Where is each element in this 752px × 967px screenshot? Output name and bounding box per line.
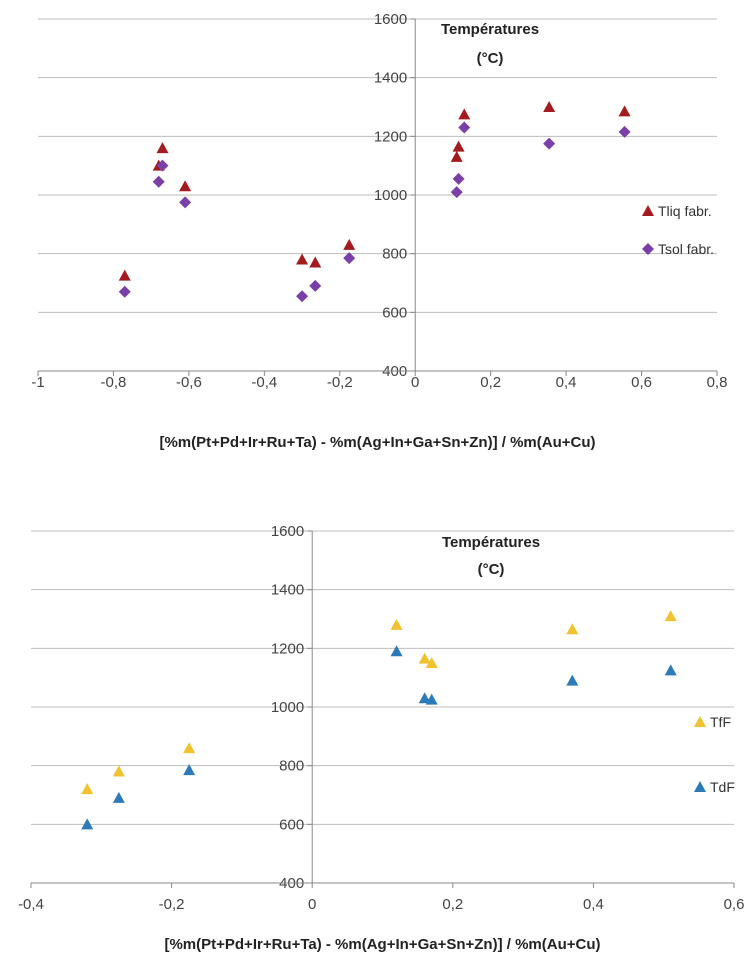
data-point-tsol-fabr: [156, 159, 169, 172]
legend-label: Tliq fabr.: [658, 203, 712, 219]
x-tick-label: -0,2: [327, 374, 353, 391]
data-point-tff: [664, 610, 677, 622]
data-point-tff: [390, 618, 403, 630]
data-point-tff: [566, 623, 579, 635]
data-point-tsol-fabr: [452, 172, 465, 185]
data-point-tff: [183, 742, 196, 754]
data-point-tsol-fabr: [152, 175, 165, 188]
data-point-tsol-fabr: [450, 186, 463, 199]
data-point-tliq-fabr: [543, 101, 556, 112]
annotation-line-2: (°C): [478, 561, 505, 578]
data-point-tff: [112, 765, 125, 777]
y-tick-label: 1200: [271, 640, 304, 657]
x-tick-label: 0: [411, 374, 419, 391]
y-tick-label: 800: [382, 246, 407, 263]
data-point-tff: [81, 783, 94, 795]
data-point-tsol-fabr: [296, 290, 309, 303]
y-tick-label: 600: [382, 304, 407, 321]
data-point-tdf: [566, 674, 579, 686]
data-point-tsol-fabr: [543, 137, 556, 150]
data-point-tff: [418, 652, 431, 664]
legend-marker: [694, 781, 706, 792]
x-tick-label: -0,6: [176, 374, 202, 391]
legend-label: TdF: [710, 779, 735, 795]
y-tick-label: 1400: [271, 582, 304, 599]
x-tick-label: 0,2: [480, 374, 501, 391]
legend-marker: [642, 205, 654, 216]
legend-marker: [694, 716, 706, 727]
x-tick-label: 0,8: [707, 374, 728, 391]
annotation-line-1: Températures: [442, 534, 540, 551]
x-tick-label: -1: [31, 374, 44, 391]
x-tick-label: 0,6: [631, 374, 652, 391]
y-tick-label: 1000: [374, 187, 407, 204]
x-tick-label: 0,6: [724, 896, 745, 913]
x-axis-title: [%m(Pt+Pd+Ir+Ru+Ta) - %m(Ag+In+Ga+Sn+Zn)…: [164, 936, 600, 953]
annotation-line-2: (°C): [477, 50, 504, 67]
data-point-tliq-fabr: [458, 108, 471, 120]
data-point-tdf: [390, 645, 403, 657]
y-tick-label: 1600: [271, 523, 304, 540]
data-point-tsol-fabr: [343, 252, 356, 265]
data-point-tliq-fabr: [618, 105, 631, 117]
data-point-tliq-fabr: [452, 140, 465, 152]
annotation-line-1: Températures: [441, 21, 539, 38]
x-tick-label: -0,4: [18, 896, 44, 913]
y-tick-label: 1400: [374, 70, 407, 87]
data-point-tdf: [112, 791, 125, 803]
data-point-tdf: [183, 764, 196, 776]
data-point-tliq-fabr: [296, 253, 309, 265]
y-tick-label: 1200: [374, 128, 407, 145]
data-point-tsol-fabr: [458, 121, 471, 134]
data-point-tliq-fabr: [156, 142, 169, 154]
data-point-tliq-fabr: [450, 150, 463, 162]
x-tick-label: -0,4: [251, 374, 277, 391]
data-point-tliq-fabr: [179, 180, 192, 192]
x-axis-title: [%m(Pt+Pd+Ir+Ru+Ta) - %m(Ag+In+Ga+Sn+Zn)…: [159, 434, 595, 451]
data-point-tsol-fabr: [118, 285, 131, 298]
data-point-tliq-fabr: [343, 238, 356, 250]
data-point-tliq-fabr: [118, 269, 131, 281]
data-point-tsol-fabr: [179, 196, 192, 209]
x-tick-label: 0,4: [556, 374, 577, 391]
x-tick-label: -0,8: [101, 374, 127, 391]
y-tick-label: 1000: [271, 699, 304, 716]
data-point-tliq-fabr: [309, 256, 322, 268]
y-tick-label: 600: [279, 816, 304, 833]
y-tick-label: 1600: [374, 11, 407, 28]
data-point-tdf: [425, 693, 438, 705]
y-tick-label: 800: [279, 758, 304, 775]
data-point-tsol-fabr: [309, 279, 322, 292]
data-point-tsol-fabr: [618, 125, 631, 138]
legend-label: TfF: [710, 714, 731, 730]
x-tick-label: 0,4: [583, 896, 604, 913]
x-tick-label: -0,2: [159, 896, 185, 913]
x-tick-label: 0: [308, 896, 316, 913]
data-point-tdf: [664, 664, 677, 676]
data-point-tdf: [418, 692, 431, 704]
data-point-tdf: [81, 818, 94, 830]
data-point-tff: [425, 657, 438, 668]
x-tick-label: 0,2: [442, 896, 463, 913]
legend-label: Tsol fabr.: [658, 241, 714, 257]
legend-marker: [642, 243, 654, 255]
